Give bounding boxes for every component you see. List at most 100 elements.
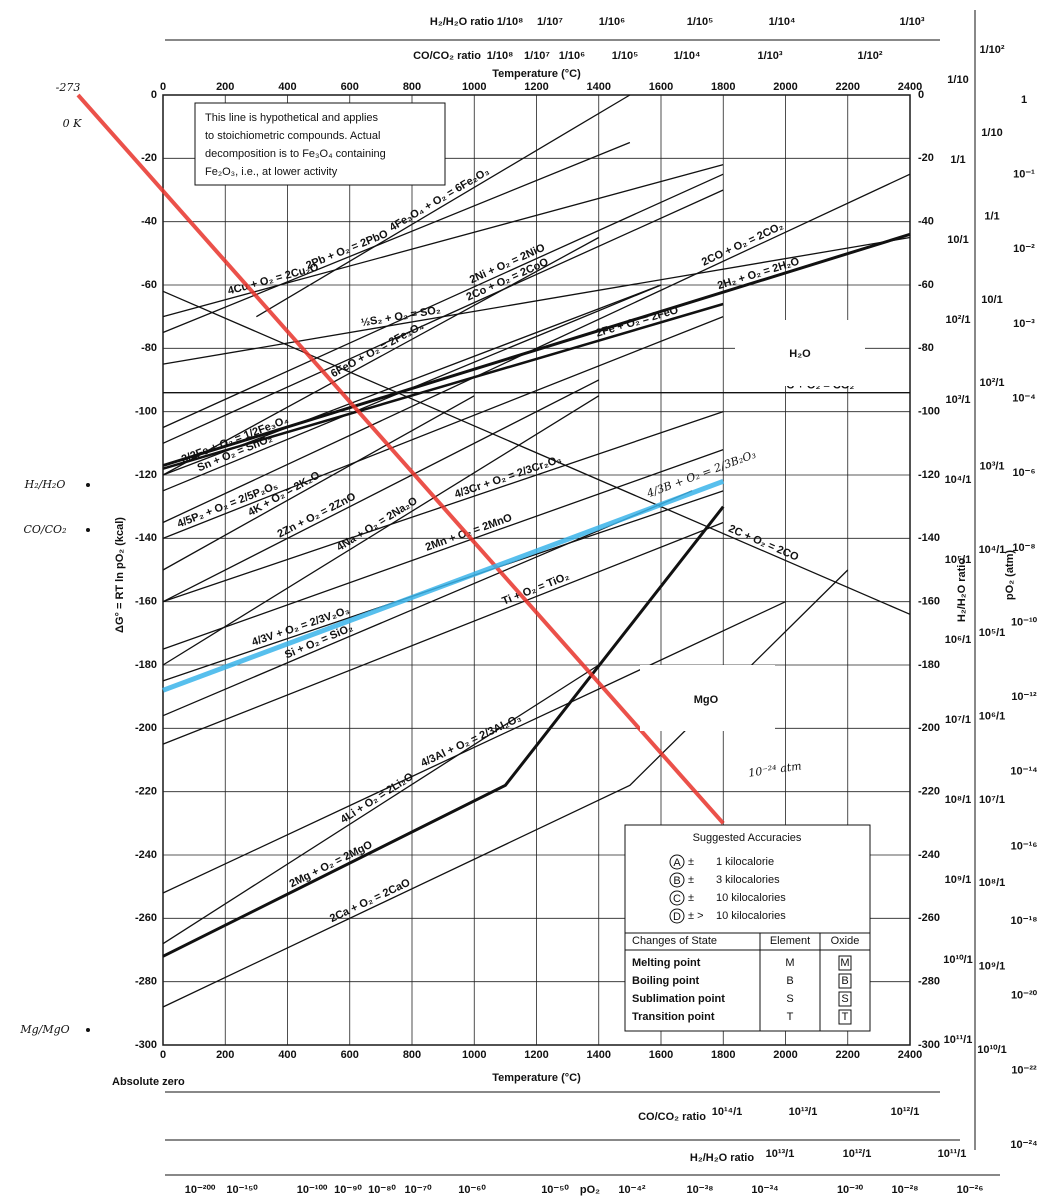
y-tick-label: -100 — [918, 406, 940, 418]
scale-label: 10⁵/1 — [979, 627, 1006, 639]
x-tick-label: 200 — [216, 1049, 234, 1061]
y-tick-label: -260 — [918, 912, 940, 924]
scale-title: pO₂ — [580, 1184, 600, 1196]
scale-title: H₂/H₂O ratio — [430, 16, 494, 28]
scale-label: 10³/1 — [979, 461, 1004, 473]
x-tick-label: 600 — [341, 81, 359, 93]
scale-label: 10⁻¹⁸ — [1011, 915, 1038, 927]
scale-label: 10⁻²⁰⁰ — [185, 1184, 216, 1196]
scale-label: 10/1 — [981, 294, 1002, 306]
y-tick-label: -280 — [918, 976, 940, 988]
annotation: 0 K — [63, 117, 82, 130]
table-cell: S — [841, 993, 848, 1005]
accuracy-sign: ± — [688, 856, 694, 868]
y-tick-label: -260 — [135, 912, 157, 924]
scale-label: 10⁻⁶ — [1012, 467, 1035, 479]
scale-title: H₂/H₂O ratio — [690, 1152, 754, 1164]
annotation: H₂/H₂O — [24, 478, 66, 491]
x-tick-label: 1600 — [649, 81, 673, 93]
annotation: H₂O — [789, 348, 811, 360]
table-cell: M — [840, 957, 849, 969]
note-line: decomposition is to Fe₃O₄ containing — [205, 148, 386, 160]
scale-label: 10⁻³⁰ — [837, 1184, 864, 1196]
scale-label: 1 — [1021, 94, 1027, 106]
table-header: Changes of State — [632, 935, 717, 947]
scale-label: 10¹¹/1 — [944, 1034, 973, 1046]
note-line: Fe₂O₃, i.e., at lower activity — [205, 166, 338, 178]
scale-label: 10⁹/1 — [945, 874, 972, 886]
x-tick-label: 1400 — [587, 81, 611, 93]
table-cell: T — [787, 1011, 794, 1023]
y-tick-label: -140 — [918, 532, 940, 544]
scale-label: 10¹¹/1 — [938, 1148, 967, 1160]
scale-label: 1/10⁶ — [559, 50, 585, 62]
accuracy-sign: ± > — [688, 910, 704, 922]
scale-label: 10⁻⁸⁰ — [368, 1184, 396, 1196]
scale-label: 1/10³ — [757, 50, 782, 62]
y-tick-label: -20 — [918, 152, 934, 164]
scale-title: H₂/H₂O ratio — [956, 558, 968, 622]
x-tick-label: 400 — [278, 81, 296, 93]
scale-label: 1/10² — [979, 44, 1004, 56]
table-cell: B — [841, 975, 848, 987]
scale-label: 10⁻¹ — [1013, 169, 1035, 181]
y-tick-label: -40 — [918, 216, 934, 228]
scale-label: 10⁴/1 — [945, 474, 972, 486]
x-tick-label: 600 — [341, 1049, 359, 1061]
y-tick-label: -80 — [918, 342, 934, 354]
note-line: This line is hypothetical and applies — [205, 112, 379, 124]
accuracy-text: 1 kilocalorie — [716, 856, 774, 868]
scale-label: 1/10⁴ — [769, 16, 796, 28]
scale-label: 10⁻³⁸ — [687, 1184, 714, 1196]
y-tick-label: -20 — [141, 152, 157, 164]
scale-label: 10⁻²⁸ — [892, 1184, 919, 1196]
x-tick-label: 200 — [216, 81, 234, 93]
note-line: to stoichiometric compounds. Actual — [205, 130, 380, 142]
scale-label: 10²/1 — [945, 314, 970, 326]
scale-title: CO/CO₂ ratio — [638, 1111, 706, 1123]
scale-label: 10⁴/1 — [979, 544, 1006, 556]
x-tick-label: 1000 — [462, 81, 486, 93]
accuracy-text: 10 kilocalories — [716, 910, 786, 922]
scale-label: 10¹⁰/1 — [977, 1044, 1006, 1056]
y-tick-label: -60 — [141, 279, 157, 291]
scale-label: 1/10² — [857, 50, 882, 62]
scale-label: 1/10⁷ — [524, 50, 550, 62]
scale-label: 10⁻³ — [1013, 318, 1035, 330]
y-tick-label: -200 — [135, 722, 157, 734]
table-cell: Boiling point — [632, 975, 700, 987]
x-tick-label: 2000 — [773, 81, 797, 93]
y-tick-label: -40 — [141, 216, 157, 228]
scale-label: 10⁻⁷⁰ — [405, 1184, 433, 1196]
scale-label: 1/10⁸ — [487, 50, 514, 62]
scale-label: 1/10 — [947, 74, 968, 86]
table-cell: Sublimation point — [632, 993, 725, 1005]
x-tick-label: 1400 — [587, 1049, 611, 1061]
scale-label: 10⁻²² — [1011, 1064, 1037, 1076]
scale-label: 10⁷/1 — [979, 794, 1005, 806]
table-cell: T — [842, 1011, 849, 1023]
scale-label: 1/10⁵ — [687, 16, 714, 28]
x-tick-label: 2000 — [773, 1049, 797, 1061]
scale-label: 10⁻²⁴ — [1010, 1139, 1037, 1151]
scale-label: 1/10⁵ — [612, 50, 639, 62]
y-tick-label: -240 — [135, 849, 157, 861]
scale-label: 10¹⁰/1 — [943, 954, 972, 966]
x-tick-label: 800 — [403, 1049, 421, 1061]
scale-label: 10⁻⁶⁰ — [458, 1184, 486, 1196]
legend-title: Suggested Accuracies — [693, 832, 802, 844]
y-tick-label: -220 — [135, 786, 157, 798]
table-cell: Transition point — [632, 1011, 715, 1023]
scale-label: 10¹⁴/1 — [712, 1106, 743, 1118]
scale-label: 10⁻² — [1013, 243, 1035, 255]
scale-label: 10¹³/1 — [789, 1106, 818, 1118]
y-tick-label: -160 — [135, 596, 157, 608]
scale-label: 1/1 — [950, 154, 965, 166]
y-tick-label: -300 — [918, 1039, 940, 1051]
y-tick-label: -60 — [918, 279, 934, 291]
scale-label: 10⁷/1 — [945, 714, 971, 726]
scale-label: 10⁻⁵⁰ — [541, 1184, 569, 1196]
x-tick-label: 1200 — [524, 81, 548, 93]
accuracy-text: 3 kilocalories — [716, 874, 780, 886]
scale-label: 1/10⁸ — [497, 16, 524, 28]
